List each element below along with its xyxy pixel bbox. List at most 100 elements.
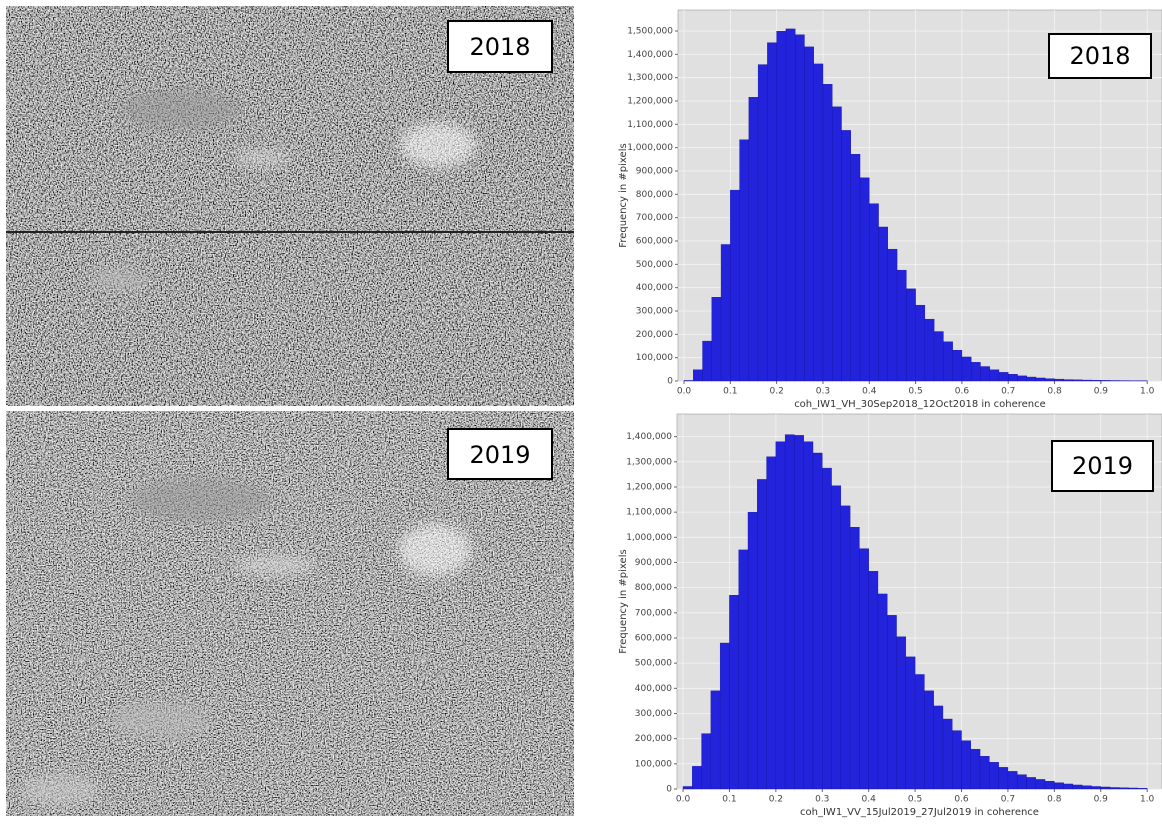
- image-label: 2018: [469, 33, 530, 61]
- y-tick-label: 1,300,000: [627, 73, 673, 83]
- y-tick-label: 100,000: [636, 353, 673, 363]
- bar: [1110, 787, 1119, 789]
- x-tick-label: 0.6: [954, 795, 969, 805]
- y-tick-label: 0: [666, 785, 672, 795]
- image-label: 2019: [469, 441, 530, 469]
- bar: [1055, 379, 1064, 381]
- bar: [1138, 788, 1147, 789]
- bar: [832, 107, 841, 381]
- sar-image: 2018: [6, 6, 574, 406]
- bar: [1082, 380, 1091, 381]
- bar: [1008, 374, 1017, 381]
- bar: [860, 178, 869, 381]
- bar: [703, 341, 712, 381]
- bar: [729, 595, 738, 789]
- x-tick-label: 0.5: [908, 795, 922, 805]
- x-tick-label: 0.7: [1001, 795, 1015, 805]
- bar: [850, 527, 859, 789]
- bar: [869, 204, 878, 381]
- bar: [1036, 378, 1045, 381]
- x-tick-label: 0.2: [769, 387, 783, 397]
- bar: [1073, 380, 1082, 381]
- bar: [878, 594, 887, 789]
- bar: [952, 731, 961, 789]
- y-tick-label: 1,200,000: [626, 482, 672, 492]
- y-tick-label: 1,000,000: [626, 533, 672, 543]
- x-tick-label: 0.6: [955, 387, 970, 397]
- y-tick-label: 400,000: [635, 684, 672, 694]
- y-tick-label: 300,000: [635, 709, 672, 719]
- y-tick-label: 500,000: [635, 659, 672, 669]
- x-tick-label: 0.4: [862, 795, 877, 805]
- bar: [1045, 781, 1054, 789]
- bar: [814, 64, 823, 381]
- bar: [1091, 786, 1100, 789]
- y-tick-label: 700,000: [635, 608, 672, 618]
- bar: [794, 435, 803, 789]
- bar: [711, 691, 720, 789]
- bar: [693, 370, 702, 381]
- bar: [887, 615, 896, 789]
- bar: [1045, 379, 1054, 381]
- y-tick-label: 900,000: [636, 167, 673, 177]
- y-tick-label: 100,000: [635, 759, 672, 769]
- bar: [1036, 779, 1045, 789]
- bar: [683, 786, 692, 789]
- sar-image: 2019: [6, 411, 574, 816]
- bar: [906, 289, 915, 381]
- y-tick-label: 500,000: [636, 260, 673, 270]
- bar: [1008, 771, 1017, 789]
- x-tick-label: 0.2: [769, 795, 783, 805]
- bar: [1101, 787, 1110, 789]
- bar: [757, 479, 766, 789]
- bar: [999, 767, 1008, 789]
- x-axis-title: coh_IW1_VV_15Jul2019_27Jul2019 in cohere…: [800, 807, 1039, 818]
- bar: [1101, 380, 1110, 381]
- bar: [851, 154, 860, 381]
- bar: [1026, 777, 1035, 789]
- bar: [989, 762, 998, 789]
- bar: [916, 305, 925, 381]
- bar: [1082, 786, 1091, 789]
- page: {"images": [{"label": "2018"}, {"label":…: [0, 0, 1162, 820]
- y-tick-label: 600,000: [636, 237, 673, 247]
- bar: [1017, 376, 1026, 381]
- bar: [924, 691, 933, 789]
- bar: [767, 43, 776, 381]
- bar: [869, 571, 878, 789]
- bar: [692, 766, 701, 789]
- bar: [767, 457, 776, 789]
- y-tick-label: 1,400,000: [626, 432, 672, 442]
- bar: [1064, 380, 1073, 381]
- y-axis-title: Frequency in #pixels: [618, 143, 629, 247]
- bar: [980, 367, 989, 381]
- bar: [777, 31, 786, 381]
- histogram-chart: 0100,000200,000300,000400,000500,000600,…: [618, 414, 1162, 818]
- bar: [841, 130, 850, 381]
- x-tick-label: 0.8: [1047, 795, 1062, 805]
- bar: [758, 65, 767, 381]
- x-tick-label: 0.5: [908, 387, 922, 397]
- bar: [1027, 377, 1036, 381]
- bar: [962, 357, 971, 381]
- bar: [740, 140, 749, 381]
- bar: [712, 297, 721, 381]
- bar: [888, 249, 897, 381]
- bar: [823, 84, 832, 381]
- x-tick-label: 1.0: [1140, 795, 1155, 805]
- bar: [721, 245, 730, 382]
- x-tick-label: 0.1: [723, 387, 737, 397]
- y-tick-label: 900,000: [635, 558, 672, 568]
- x-axis-title: coh_IW1_VH_30Sep2018_12Oct2018 in cohere…: [794, 399, 1046, 410]
- y-tick-label: 1,100,000: [627, 120, 673, 130]
- y-tick-label: 1,500,000: [627, 27, 673, 37]
- x-tick-label: 0.3: [815, 795, 829, 805]
- y-axis-title: Frequency in #pixels: [618, 549, 629, 653]
- x-tick-label: 1.0: [1140, 387, 1155, 397]
- bar: [748, 512, 757, 789]
- bar: [897, 270, 906, 381]
- bar: [832, 486, 841, 789]
- x-tick-label: 0.9: [1094, 795, 1109, 805]
- y-tick-label: 1,100,000: [626, 508, 672, 518]
- y-tick-label: 600,000: [635, 633, 672, 643]
